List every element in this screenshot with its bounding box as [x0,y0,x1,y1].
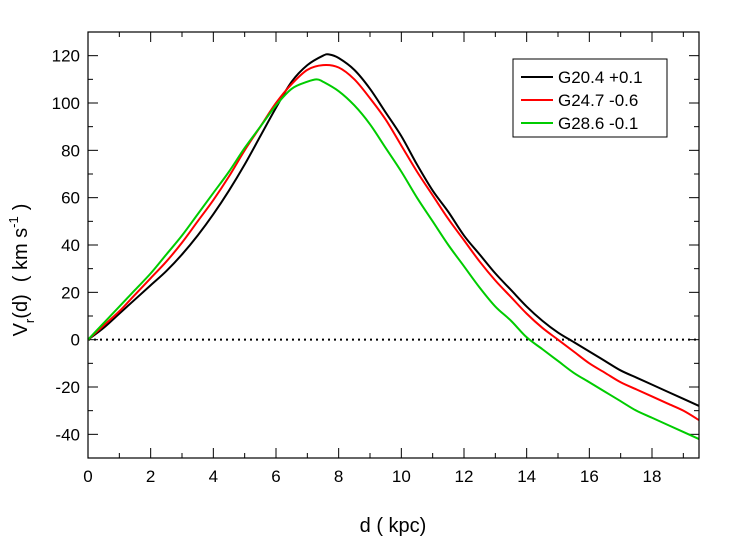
x-tick-label: 16 [580,467,599,486]
series-lines [87,53,700,440]
y-axis-label-subscript: r [22,318,37,323]
y-axis-label-units-open: ( km s [10,228,32,282]
x-tick-label: 12 [455,467,474,486]
y-tick-label: -20 [55,378,80,397]
y-axis-label: Vr(d) ( km s-1) [6,204,37,337]
y-axis-label-units-close: ) [10,204,32,211]
y-tick-label: 80 [61,141,80,160]
y-tick-label: 40 [61,236,80,255]
x-axis-label: d ( kpc) [360,515,427,537]
y-axis-label-superscript: -1 [6,216,21,228]
legend-label-3: G28.6 -0.1 [558,114,638,133]
series-line-2 [87,64,700,421]
series-line-1 [87,53,700,407]
tick-marks [87,32,699,458]
y-axis-label-main: V [10,322,32,336]
x-tick-label: 18 [643,467,662,486]
x-tick-label: 6 [271,467,280,486]
plot-frame [87,31,700,459]
x-tick-label: 4 [209,467,218,486]
legend: G20.4 +0.1 G24.7 -0.6 G28.6 -0.1 [512,58,668,138]
y-tick-label: 100 [52,94,80,113]
x-tick-label: 8 [334,467,343,486]
y-tick-label: 60 [61,189,80,208]
y-tick-label: 20 [61,283,80,302]
x-tick-label: 14 [517,467,536,486]
x-tick-label: 2 [146,467,155,486]
legend-label-2: G24.7 -0.6 [558,91,638,110]
legend-label-1: G20.4 +0.1 [558,68,643,87]
x-tick-label: 0 [83,467,92,486]
y-tick-label: -40 [55,425,80,444]
legend-items: G20.4 +0.1 G24.7 -0.6 G28.6 -0.1 [521,68,643,133]
series-line-3 [87,78,700,440]
y-tick-label: 120 [52,47,80,66]
y-axis-label-args: (d) [10,294,32,318]
tick-labels: 0 2 4 6 8 10 12 14 16 18 -40 -20 0 20 40 60 80 100 120 [52,47,662,486]
x-tick-label: 10 [392,467,411,486]
y-tick-label: 0 [71,331,80,350]
